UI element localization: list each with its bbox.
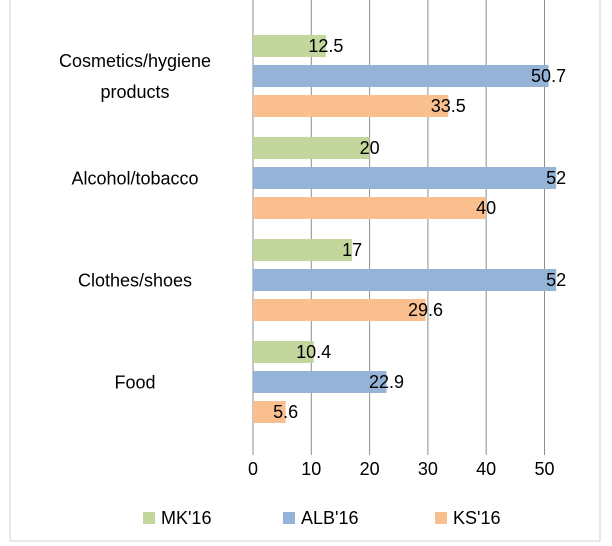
legend-swatch [283, 512, 295, 524]
legend-label: KS'16 [453, 508, 500, 528]
value-label: 17 [342, 240, 362, 260]
value-label: 40 [476, 198, 496, 218]
bar [253, 299, 426, 321]
x-tick-label: 20 [360, 459, 380, 479]
x-tick-label: 30 [418, 459, 438, 479]
x-tick-label: 40 [476, 459, 496, 479]
frame [9, 0, 601, 542]
y-tick-label: Cosmetics/hygiene products [58, 51, 212, 102]
legend-label: ALB'16 [301, 508, 358, 528]
value-label: 10.4 [296, 342, 331, 362]
legend-label: MK'16 [161, 508, 211, 528]
value-label: 20 [360, 138, 380, 158]
bar [253, 341, 314, 363]
bar [253, 401, 286, 423]
y-tick-label: Food [114, 372, 156, 393]
bar [253, 371, 387, 393]
value-label: 12.5 [308, 36, 343, 56]
x-tick-label: 10 [301, 459, 321, 479]
bar [253, 197, 487, 219]
legend-swatch [143, 512, 155, 524]
y-tick-label: Clothes/shoes [77, 270, 193, 291]
value-label: 29.6 [408, 300, 443, 320]
bar [253, 239, 353, 261]
value-label: 52 [546, 168, 566, 188]
bar [253, 65, 549, 87]
bar [253, 269, 557, 291]
x-tick-label: 50 [534, 459, 554, 479]
bar [253, 35, 326, 57]
value-label: 50.7 [531, 66, 566, 86]
value-label: 52 [546, 270, 566, 290]
x-tick-label: 0 [248, 459, 258, 479]
value-label: 22.9 [369, 372, 404, 392]
bar [253, 137, 370, 159]
y-tick-label: Alcohol/tobacco [71, 168, 199, 189]
bar [253, 167, 557, 189]
bar [253, 95, 449, 117]
legend-swatch [435, 512, 447, 524]
value-label: 33.5 [431, 96, 466, 116]
value-label: 5.6 [273, 402, 298, 422]
